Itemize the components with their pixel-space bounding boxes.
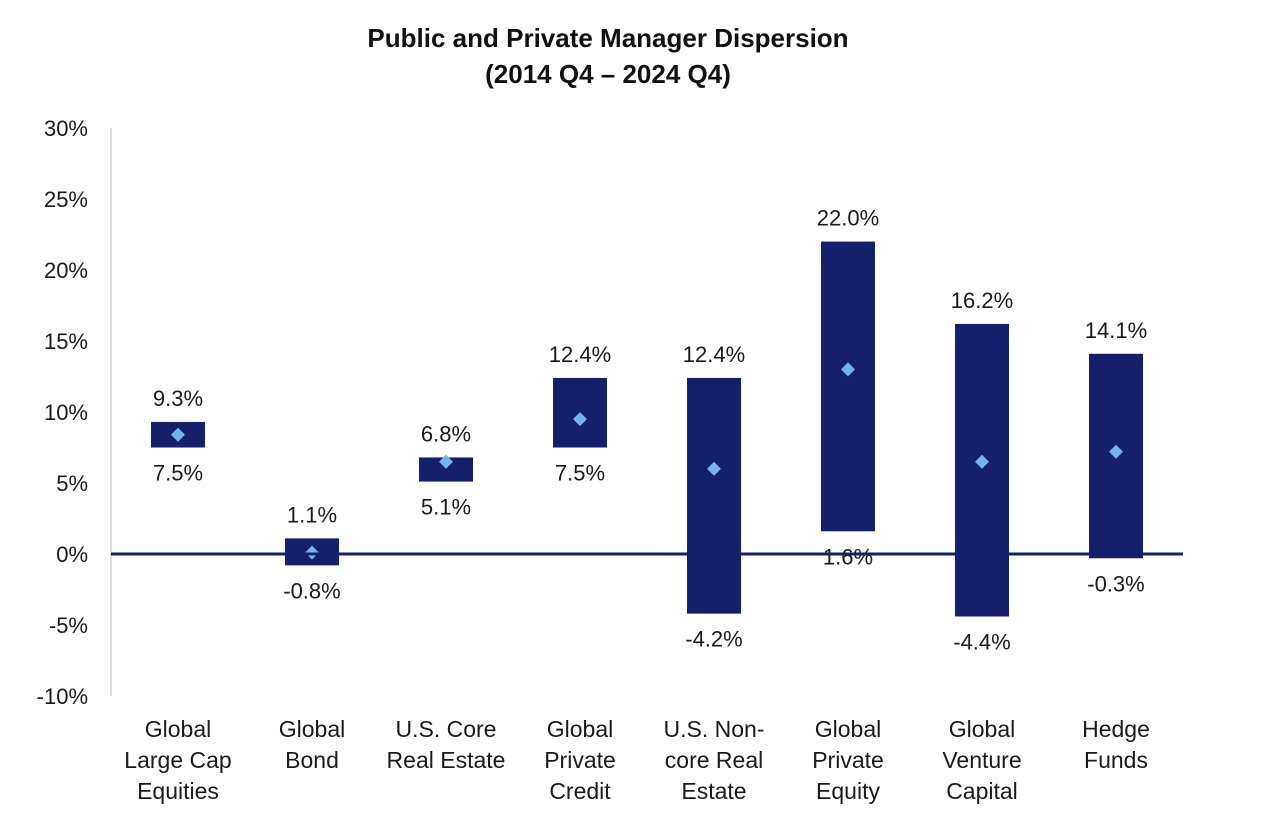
category-label: Global: [547, 716, 613, 742]
top-value-label: 16.2%: [951, 288, 1013, 313]
y-tick-label: 25%: [44, 187, 88, 212]
bottom-value-label: 7.5%: [153, 461, 203, 486]
y-tick-label: -5%: [49, 613, 88, 638]
bottom-value-label: -4.2%: [685, 627, 742, 652]
median-marker: [171, 427, 185, 442]
category-label: Estate: [681, 778, 746, 804]
chart-title: Public and Private Manager Dispersion: [367, 23, 849, 53]
median-marker: [1109, 444, 1123, 459]
category-label: Large Cap: [124, 747, 231, 773]
chart-subtitle: (2014 Q4 – 2024 Q4): [485, 59, 731, 89]
y-tick-label: 5%: [56, 471, 88, 496]
top-value-label: 12.4%: [683, 342, 745, 367]
median-marker: [841, 362, 855, 377]
y-tick-label: 0%: [56, 542, 88, 567]
top-value-label: 12.4%: [549, 342, 611, 367]
median-marker: [975, 454, 989, 469]
range-bar: [955, 323, 1009, 617]
bottom-value-label: -0.3%: [1087, 571, 1144, 596]
bottom-value-label: 7.5%: [555, 461, 605, 486]
top-value-label: 9.3%: [153, 386, 203, 411]
category-label: Global: [949, 716, 1015, 742]
top-value-label: 14.1%: [1085, 318, 1147, 343]
y-tick-label: -10%: [37, 684, 88, 709]
median-marker: [573, 412, 587, 427]
category-label: Global: [815, 716, 881, 742]
y-tick-label: 30%: [44, 116, 88, 141]
top-value-label: 1.1%: [287, 502, 337, 527]
y-tick-label: 10%: [44, 400, 88, 425]
y-tick-label: 20%: [44, 258, 88, 283]
bottom-value-label: -4.4%: [953, 629, 1010, 654]
top-value-label: 6.8%: [421, 421, 471, 446]
bottom-value-label: 5.1%: [421, 495, 471, 520]
category-label: Equity: [816, 778, 880, 804]
bottom-value-label: -0.8%: [283, 578, 340, 603]
category-label: Capital: [946, 778, 1018, 804]
category-label: Hedge: [1082, 716, 1150, 742]
category-label: core Real: [665, 747, 763, 773]
category-label: Equities: [137, 778, 219, 804]
y-tick-label: 15%: [44, 329, 88, 354]
median-marker: [439, 454, 453, 469]
range-bar: [687, 377, 741, 614]
range-bar: [821, 241, 875, 532]
category-label: U.S. Non-: [664, 716, 765, 742]
category-label: U.S. Core: [396, 716, 497, 742]
category-label: Private: [544, 747, 616, 773]
category-label: Private: [812, 747, 884, 773]
category-label: Global: [145, 716, 211, 742]
category-label: Global: [279, 716, 345, 742]
category-label: Real Estate: [387, 747, 506, 773]
median-marker: [707, 461, 721, 476]
category-label: Bond: [285, 747, 339, 773]
category-label: Funds: [1084, 747, 1148, 773]
category-label: Credit: [549, 778, 611, 804]
bottom-value-label: 1.6%: [823, 544, 873, 569]
category-label: Venture: [942, 747, 1021, 773]
top-value-label: 22.0%: [817, 206, 879, 231]
